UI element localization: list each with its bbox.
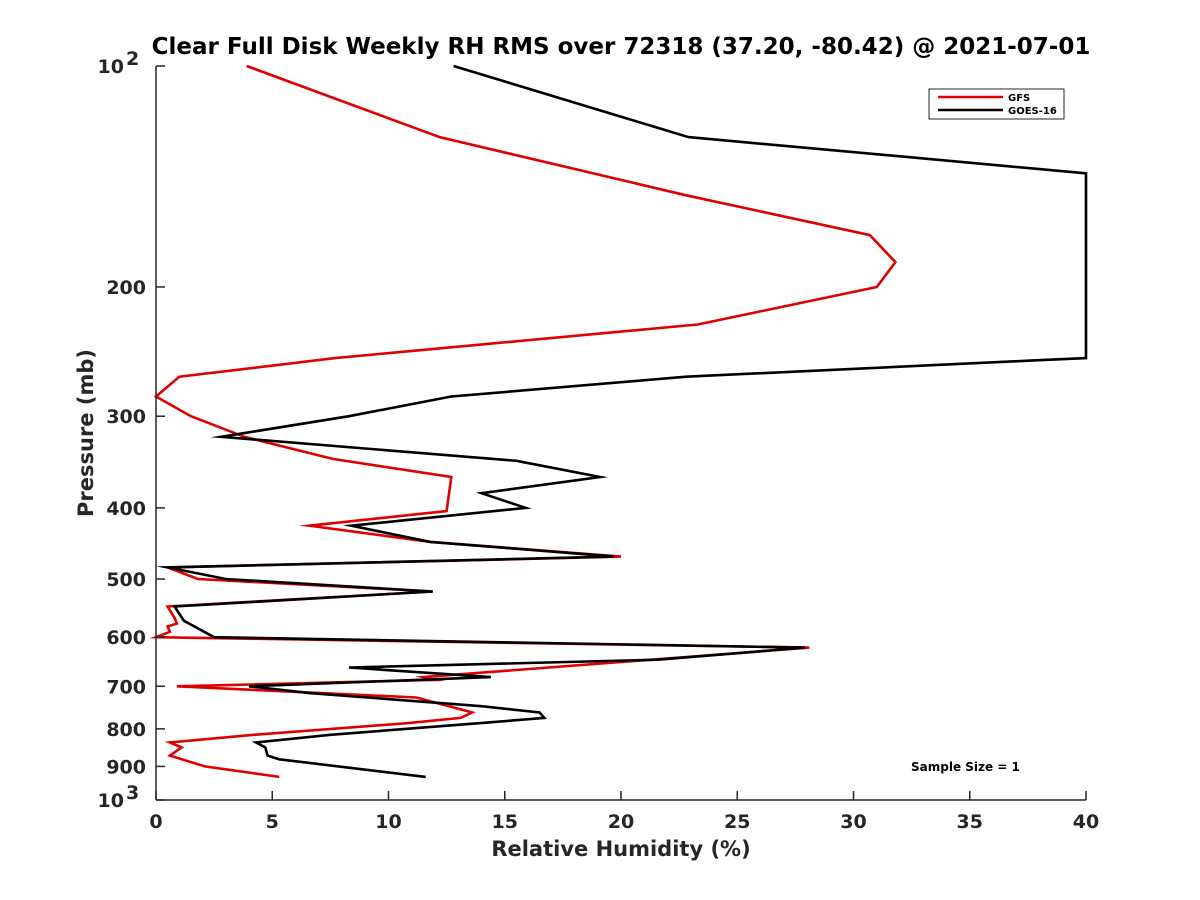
plot-area [156,66,1086,800]
x-tick-label: 20 [608,811,634,833]
y-tick-label: 700 [106,676,146,698]
chart-title: Clear Full Disk Weekly RH RMS over 72318… [152,34,1091,60]
x-tick-label: 35 [957,811,983,833]
legend-label-gfs: GFS [1008,93,1030,104]
legend: GFS GOES-16 [928,88,1065,120]
sample-size-annotation: Sample Size = 1 [911,760,1020,774]
y-tick-label: 10 [98,56,124,78]
y-tick-label: 900 [106,756,146,778]
plot-background [156,66,1086,800]
x-tick-label: 0 [149,811,162,833]
y-tick-label: 200 [106,277,146,299]
legend-label-goes16: GOES-16 [1008,106,1057,117]
y-tick-label: 300 [106,406,146,428]
x-tick-label: 40 [1073,811,1099,833]
x-tick-label: 10 [375,811,401,833]
y-tick-label: 600 [106,627,146,649]
y-tick-exponent: 3 [126,782,139,804]
y-tick-label: 500 [106,569,146,591]
x-axis-label: Relative Humidity (%) [491,837,750,861]
y-tick-label: 400 [106,498,146,520]
x-tick-label: 25 [724,811,750,833]
y-tick-label: 10 [98,790,124,812]
x-ticks: 0 5 10 15 20 25 30 35 40 [149,791,1099,833]
x-tick-label: 15 [492,811,518,833]
y-tick-label: 800 [106,719,146,741]
y-tick-exponent: 2 [126,48,139,70]
series-layer [149,64,1088,779]
x-tick-label: 5 [266,811,279,833]
x-tick-label: 30 [840,811,866,833]
y-axis-label: Pressure (mb) [74,349,98,517]
series-line-goes16 [155,64,1088,779]
legend-box [928,88,1065,120]
